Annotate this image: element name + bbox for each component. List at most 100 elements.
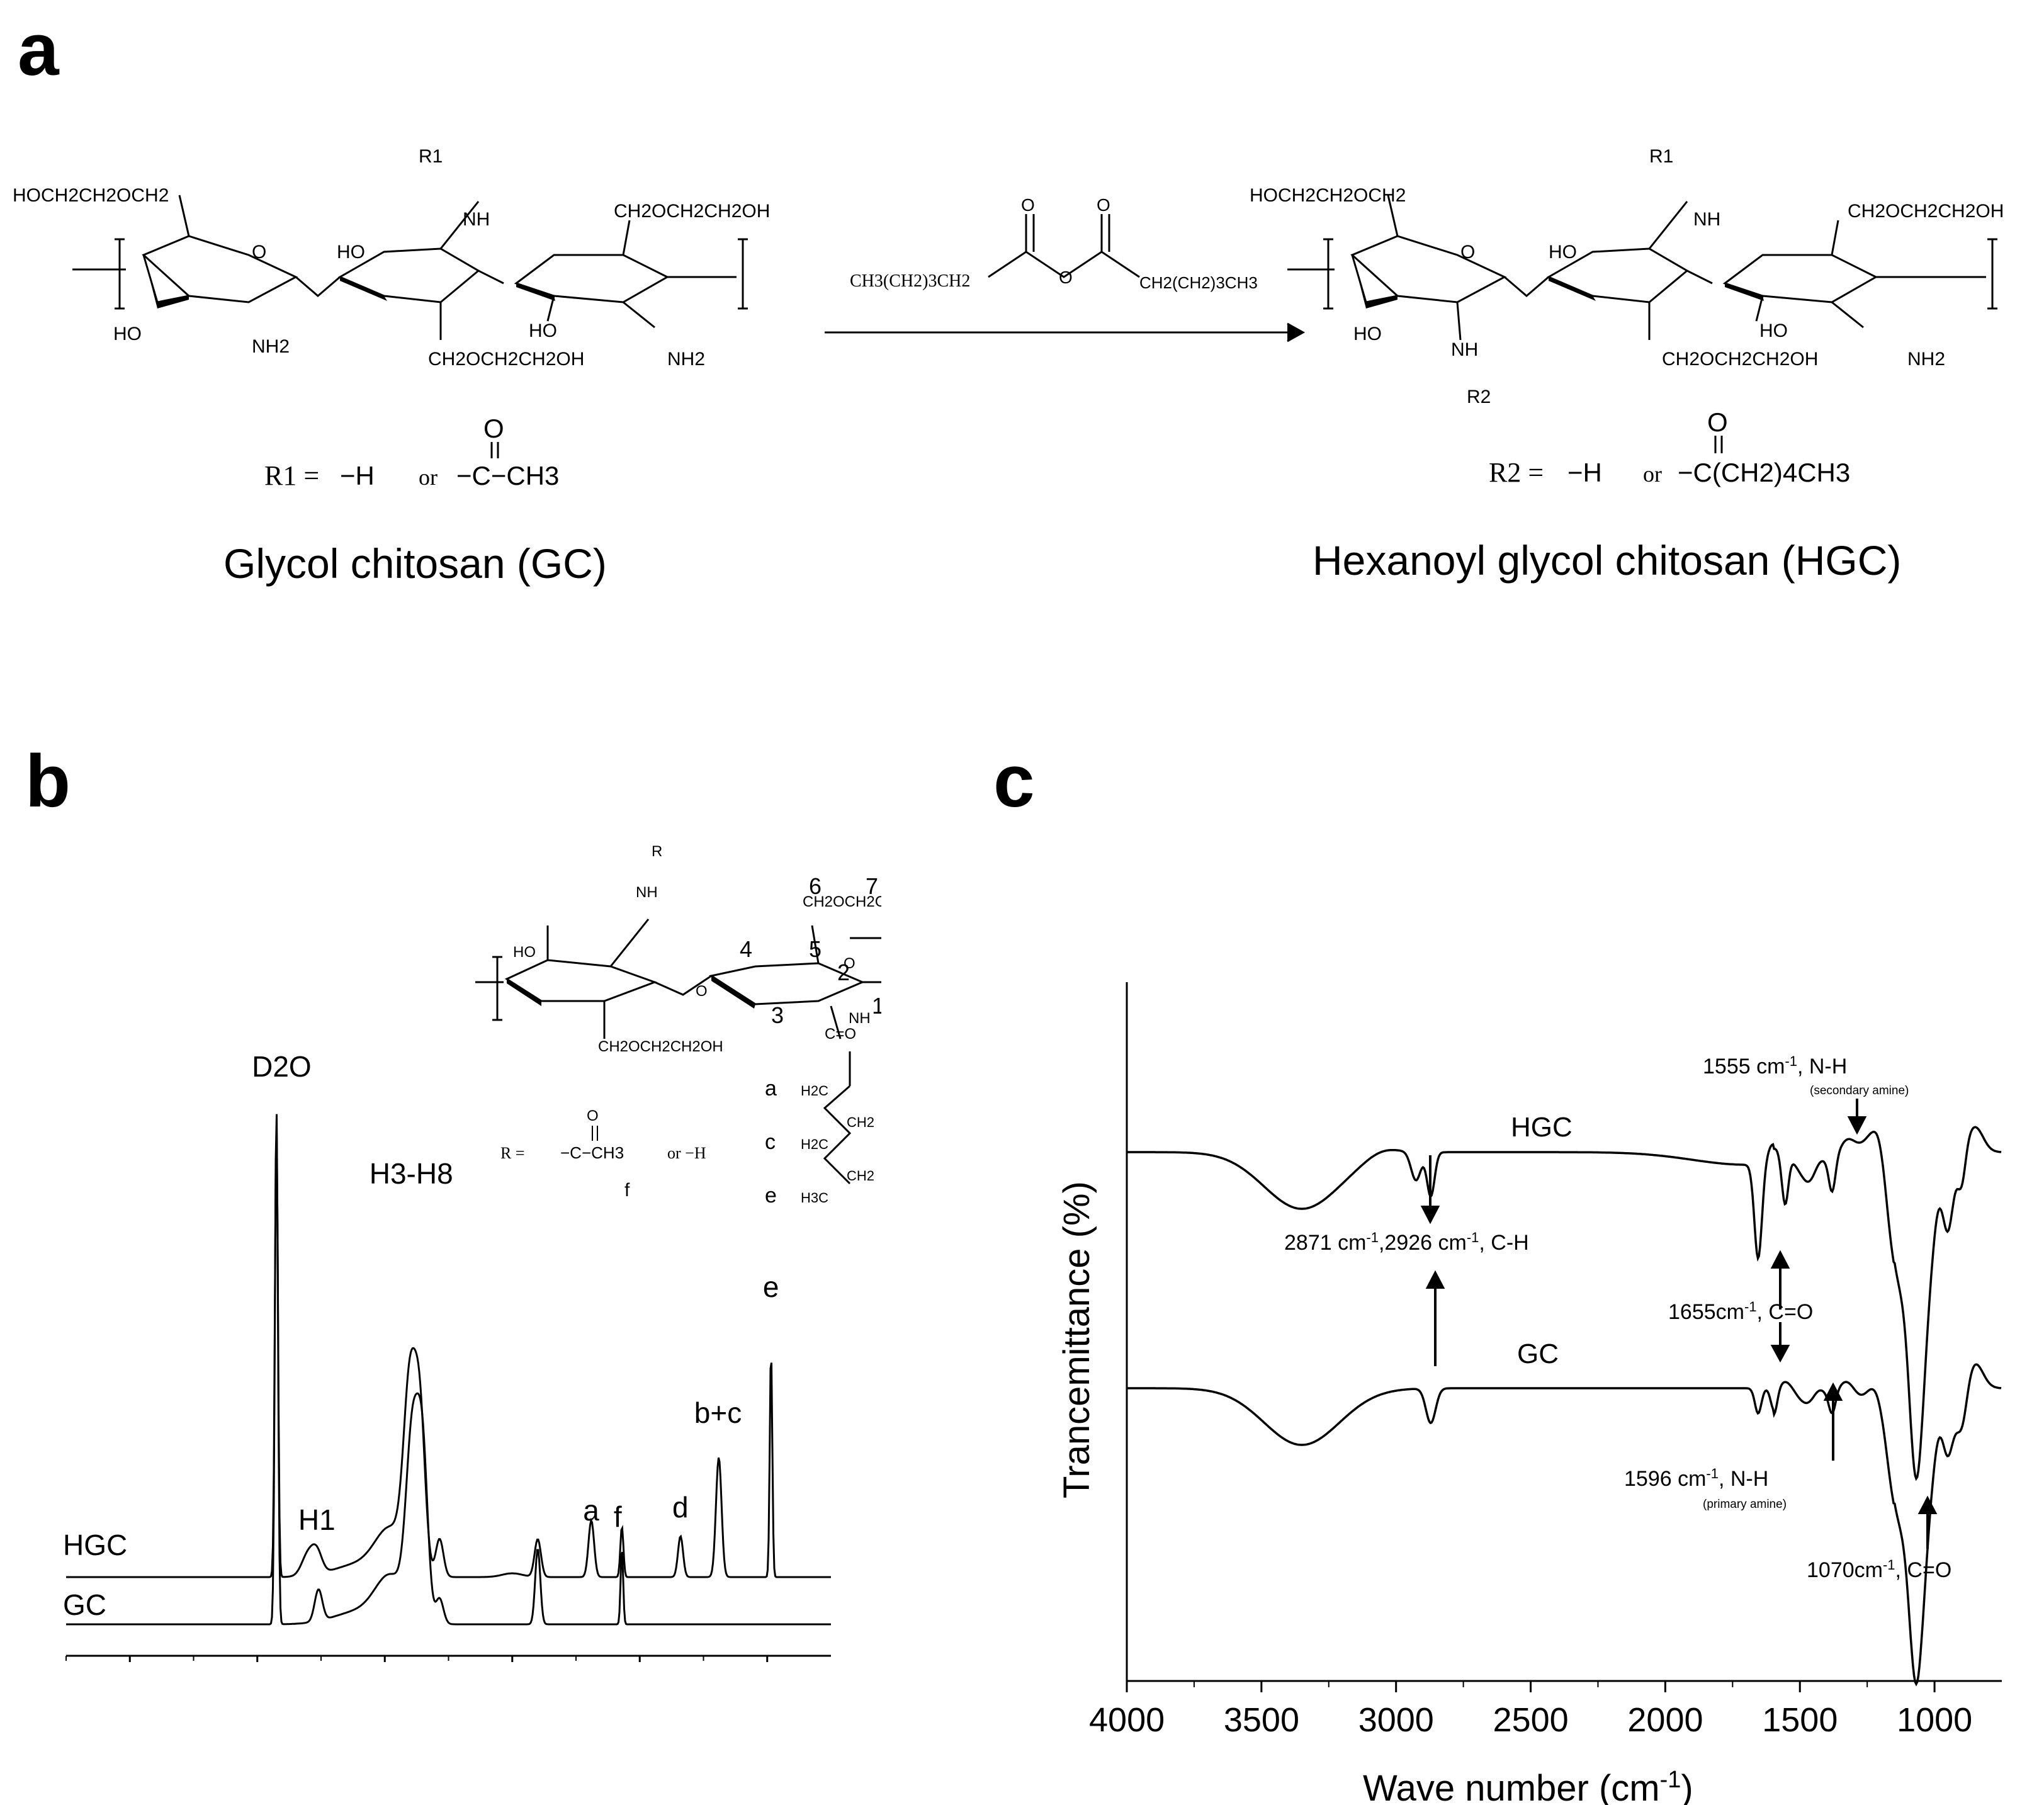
hgc-r1-label: R1 — [1649, 146, 1673, 167]
gc-r1-label: R1 — [419, 146, 443, 167]
b-side-chain-bottom: CH2OCH2CH2OH — [598, 1038, 723, 1055]
ftir-ann-1596-note: (primary amine) — [1703, 1498, 1787, 1511]
b-r-o: O — [587, 1107, 599, 1124]
hgc-r2-label: R2 — [1467, 387, 1491, 407]
r1-def-h: −H — [340, 461, 375, 490]
gc-nh2-label-1: NH2 — [252, 336, 290, 357]
reagent-o-2: O — [1097, 195, 1110, 215]
b-pos-4: 4 — [740, 936, 752, 962]
r2-def-or: or — [1643, 461, 1662, 487]
b-h2c-1: H2C — [801, 1083, 828, 1099]
r2-def-h: −H — [1567, 458, 1602, 487]
gc-nh2-label-2: NH2 — [667, 349, 705, 370]
r2-def-o: O — [1707, 407, 1728, 437]
b-ch2-4: CH2 — [847, 1168, 874, 1184]
ftir-trace-hgc — [1127, 1126, 2002, 1481]
b-ho-label: HO — [513, 944, 536, 961]
ftir-ann-ch: 2871 cm-1,2926 cm-1, C-H — [1284, 1230, 1529, 1255]
hgc-caption: Hexanoyl glycol chitosan (HGC) — [1313, 537, 1902, 584]
reagent-left-chain: CH3(CH2)3CH2 — [850, 271, 970, 291]
ftir-tick-label: 1000 — [1897, 1701, 1972, 1739]
b-bridge-o: O — [696, 983, 708, 1000]
ftir-tick-label: 3000 — [1358, 1701, 1434, 1739]
b-pos-7: 7 — [866, 873, 878, 899]
b-r-f: f — [624, 1180, 630, 1201]
b-pos-6: 6 — [809, 873, 822, 899]
ftir-y-label: Trancemittance (%) — [1056, 1181, 1097, 1498]
gc-ring-o-label: O — [252, 242, 266, 263]
reagent-o-bridge: O — [1059, 268, 1073, 287]
b-r-label: R — [652, 843, 662, 860]
hgc-ch2oh-bottom-label: CH2OCH2CH2OH — [1662, 349, 1818, 370]
nmr-trace-hgc — [66, 1129, 831, 1578]
reagent-right-chain: CH2(CH2)3CH3 — [1139, 273, 1258, 292]
nmr-peak-label: b+c — [694, 1396, 742, 1429]
panel-a-reaction-scheme: HOCH2CH2OCH2 R1 NH CH2OCH2CH2OH CH2OCH2C… — [13, 146, 2004, 491]
gc-ho-label-3: HO — [529, 320, 557, 341]
nmr-peak-label: f — [614, 1500, 622, 1533]
b-r-or: or −H — [667, 1144, 706, 1162]
r1-def-or: or — [419, 465, 438, 490]
gc-caption: Glycol chitosan (GC) — [223, 540, 607, 587]
gc-ch2oh-right-label: CH2OCH2CH2OH — [614, 201, 770, 222]
b-ch2-2: CH2 — [847, 1114, 874, 1130]
b-letter-c: c — [765, 1130, 776, 1154]
gc-ho-label-2: HO — [337, 242, 365, 263]
hgc-nh2-label: NH2 — [1907, 349, 1945, 370]
panel-c-letter: c — [993, 740, 1035, 823]
b-side-chain: CH2OCH2CH2OH — [803, 893, 881, 910]
ftir-tick-label: 1500 — [1762, 1701, 1838, 1739]
nmr-peak-label: D2O — [252, 1050, 312, 1083]
ftir-tick-label: 2500 — [1493, 1701, 1569, 1739]
ftir-label-gc: GC — [1517, 1338, 1559, 1369]
reagent-o-1: O — [1021, 195, 1035, 215]
ftir-tick-label: 3500 — [1224, 1701, 1299, 1739]
ftir-trace-gc — [1127, 1363, 2002, 1687]
b-pos-2: 2 — [837, 959, 850, 985]
panel-b-letter: b — [25, 740, 71, 823]
hgc-nh-bottom-label: NH — [1451, 339, 1478, 360]
hgc-ho-label-3: HO — [1759, 320, 1788, 341]
b-letter-a: a — [765, 1077, 777, 1101]
ftir-label-hgc: HGC — [1511, 1112, 1573, 1143]
b-nh-label: NH — [636, 884, 658, 901]
nmr-peak-label: e — [763, 1270, 779, 1303]
nmr-peak-label: H3-H8 — [370, 1157, 453, 1190]
ftir-ann-1596: 1596 cm-1, N-H — [1624, 1466, 1768, 1491]
gc-ho-label-1: HO — [113, 324, 142, 344]
ftir-ann-1070: 1070cm-1, C=O — [1807, 1557, 1951, 1583]
panel-b-nmr-structure: R NH HO O O CH2OCH2CH2OH CH2OCH2CH2OH NH… — [475, 843, 881, 1208]
hgc-ch2oh-right-label: CH2OCH2CH2OH — [1848, 201, 2004, 222]
hgc-ho-label-2: HO — [1549, 242, 1577, 263]
ftir-ann-1655: 1655cm-1, C=O — [1668, 1299, 1813, 1325]
hgc-ring-o-label: O — [1460, 242, 1475, 263]
b-pos-5: 5 — [809, 936, 822, 962]
nmr-peak-label: H1 — [298, 1503, 336, 1536]
ftir-x-label: Wave number (cm-1) — [1363, 1767, 1693, 1805]
ftir-ann-1555-note: (secondary amine) — [1810, 1084, 1909, 1097]
r2-def-label: R2 = — [1489, 457, 1544, 488]
ftir-tick-label: 4000 — [1089, 1701, 1165, 1739]
gc-ch2oh-bottom-label: CH2OCH2CH2OH — [428, 349, 584, 370]
b-nh-bottom: NH — [849, 1010, 871, 1027]
gc-nh-label: NH — [463, 209, 490, 230]
hgc-ho-label-1: HO — [1353, 324, 1382, 344]
b-ring-o: O — [844, 955, 855, 972]
ftir-chart: 4000 3500 3000 2500 2000 1500 1000 HGC GC Tran… — [1056, 982, 2002, 1805]
b-r-def: R = — [500, 1144, 525, 1162]
nmr-legend-gc: GC — [63, 1588, 106, 1621]
nmr-trace-gc — [66, 1114, 831, 1626]
r1-def-acyl: −C−CH3 — [456, 461, 559, 490]
r1-def-label: R1 = — [264, 460, 319, 491]
r1-def-o: O — [483, 414, 504, 443]
hgc-nh-label: NH — [1693, 209, 1720, 230]
b-h2c-3: H2C — [801, 1136, 828, 1152]
nmr-peak-label: a — [583, 1494, 599, 1527]
panel-a-letter: a — [18, 8, 59, 91]
b-letter-e: e — [765, 1184, 777, 1208]
hgc-hoch2-label: HOCH2CH2OCH2 — [1250, 185, 1406, 206]
b-pos-3: 3 — [771, 1002, 784, 1028]
gc-hoch2-label: HOCH2CH2OCH2 — [13, 185, 169, 206]
ftir-ann-1555: 1555 cm-1, N-H — [1703, 1053, 1847, 1079]
